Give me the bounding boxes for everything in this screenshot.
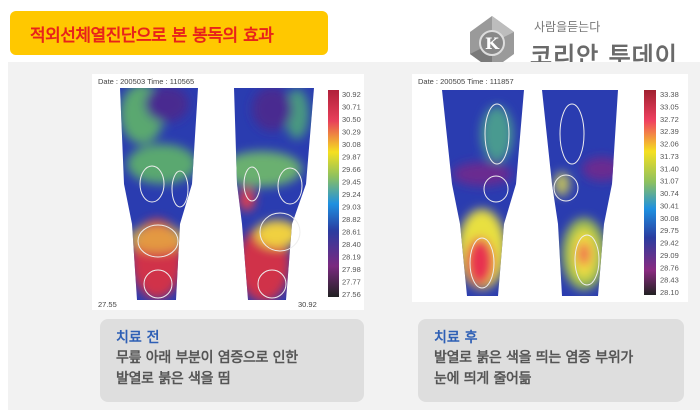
- caption-line: 발열로 붉은 색을 띰: [116, 371, 231, 387]
- scale-label: 29.24: [342, 190, 361, 199]
- caption-after: 치료 후 발열로 붉은 색을 띄는 염증 부위가 눈에 띄게 줄어듦: [418, 319, 684, 402]
- scale-label: 30.08: [660, 214, 679, 223]
- k-logo-icon: K: [470, 16, 514, 70]
- scale-label: 29.09: [660, 251, 679, 260]
- scale-label: 30.50: [342, 115, 361, 124]
- caption-title: 치료 전: [116, 330, 160, 346]
- scale-label: 30.29: [342, 128, 361, 137]
- scale-label: 27.98: [342, 265, 361, 274]
- scale-label: 30.71: [342, 103, 361, 112]
- thermal-image-after: Date : 200505 Time : 111857 33.38 33.05 32…: [412, 74, 688, 302]
- scale-label: 32.72: [660, 115, 679, 124]
- scale-label: 33.05: [660, 102, 679, 111]
- scale-label: 28.82: [342, 215, 361, 224]
- thermal-image-before: Date : 200503 Time : 110565: [92, 74, 364, 310]
- scale-label: 28.10: [660, 288, 679, 297]
- scale-label: 29.87: [342, 153, 361, 162]
- image-header: Date : 200505 Time : 111857: [418, 77, 514, 86]
- scale-label: 30.92: [342, 90, 361, 99]
- scale-label: 29.42: [660, 239, 679, 248]
- scale-label: 28.43: [660, 276, 679, 285]
- scale-label: 29.75: [660, 226, 679, 235]
- min-label: 27.55: [98, 300, 117, 309]
- scale-label: 30.74: [660, 189, 679, 198]
- color-scale-bar: [328, 90, 339, 297]
- thermal-legs: [120, 88, 314, 300]
- scale-label: 33.38: [660, 90, 679, 99]
- title-banner: 적외선체열진단으로 본 봉독의 효과: [10, 11, 328, 55]
- scale-label: 31.07: [660, 177, 679, 186]
- svg-text:K: K: [485, 34, 500, 53]
- page-title: 적외선체열진단으로 본 봉독의 효과: [30, 25, 274, 46]
- scale-label: 32.06: [660, 140, 679, 149]
- scale-label: 28.61: [342, 228, 361, 237]
- scale-label: 30.08: [342, 140, 361, 149]
- roi-markers: [137, 165, 303, 299]
- scale-label: 31.73: [660, 152, 679, 161]
- roi-markers: [469, 103, 600, 289]
- thermal-legs: [442, 90, 618, 296]
- caption-line: 무릎 아래 부분이 염증으로 인한: [116, 350, 298, 366]
- scale-label: 28.76: [660, 263, 679, 272]
- scale-label: 32.39: [660, 127, 679, 136]
- color-scale-bar: [644, 90, 656, 295]
- scale-label: 27.56: [342, 290, 361, 299]
- scale-label: 29.66: [342, 165, 361, 174]
- scale-label: 29.03: [342, 203, 361, 212]
- scale-label: 29.45: [342, 178, 361, 187]
- caption-title: 치료 후: [434, 330, 478, 346]
- scale-label: 28.40: [342, 240, 361, 249]
- scale-label: 27.77: [342, 278, 361, 287]
- max-label: 30.92: [298, 300, 317, 309]
- caption-line: 눈에 띄게 줄어듦: [434, 371, 532, 387]
- image-header: Date : 200503 Time : 110565: [98, 77, 194, 86]
- scale-label: 28.19: [342, 253, 361, 262]
- scale-label: 30.41: [660, 201, 679, 210]
- caption-line: 발열로 붉은 색을 띄는 염증 부위가: [434, 350, 633, 366]
- caption-before: 치료 전 무릎 아래 부분이 염증으로 인한 발열로 붉은 색을 띰: [100, 319, 364, 402]
- logo-slogan: 사람을듣는다: [534, 20, 601, 34]
- scale-label: 31.40: [660, 164, 679, 173]
